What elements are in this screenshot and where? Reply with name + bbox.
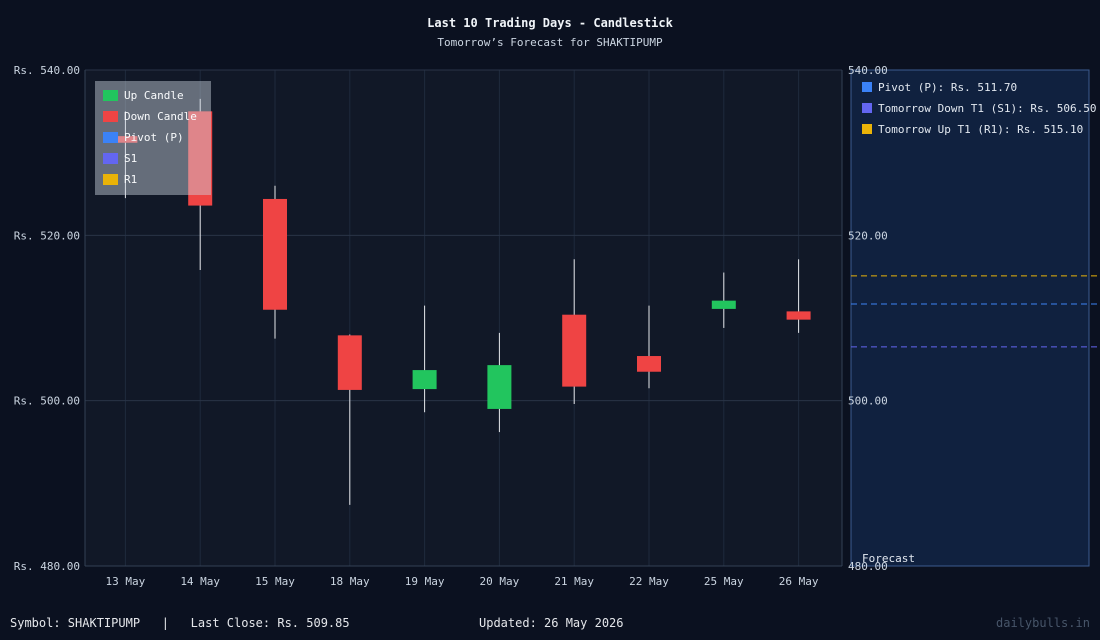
x-tick-label: 26 May <box>779 575 819 588</box>
y-tick-label: Rs. 500.00 <box>14 395 80 408</box>
right-y-tick-label: 540.00 <box>848 64 888 77</box>
x-tick-label: 20 May <box>480 575 520 588</box>
x-tick-label: 15 May <box>255 575 295 588</box>
forecast-legend-label: Tomorrow Down T1 (S1): Rs. 506.50 <box>878 102 1097 115</box>
right-y-tick-label: 500.00 <box>848 395 888 408</box>
legend-label: R1 <box>124 173 137 186</box>
x-tick-label: 18 May <box>330 575 370 588</box>
chart-title: Last 10 Trading Days - Candlestick <box>427 16 673 30</box>
y-tick-label: Rs. 540.00 <box>14 64 80 77</box>
footer-info: Symbol: SHAKTIPUMP | Last Close: Rs. 509… <box>10 616 350 630</box>
candle-body-up <box>412 370 437 390</box>
candle-body-down <box>637 356 661 372</box>
legend-swatch <box>103 174 118 185</box>
y-tick-label: Rs. 520.00 <box>14 229 80 242</box>
right-y-tick-label: 520.00 <box>848 229 888 242</box>
forecast-legend-swatch <box>862 82 872 92</box>
legend-swatch <box>103 132 118 143</box>
candle-body-down <box>562 314 587 387</box>
x-tick-label: 13 May <box>106 575 146 588</box>
legend-swatch <box>103 90 118 101</box>
footer-brand: dailybulls.in <box>996 616 1090 630</box>
legend-label: S1 <box>124 152 137 165</box>
legend-swatch <box>103 111 118 122</box>
candle-body-down <box>337 335 362 390</box>
footer-last-close: Last Close: Rs. 509.85 <box>190 616 350 630</box>
forecast-label: Forecast <box>862 552 915 565</box>
legend-label: Pivot (P) <box>124 131 184 144</box>
candle-body-up <box>487 365 512 409</box>
chart-subtitle: Tomorrow’s Forecast for SHAKTIPUMP <box>437 36 663 49</box>
legend-label: Up Candle <box>124 89 184 102</box>
forecast-legend-swatch <box>862 103 872 113</box>
forecast-legend-swatch <box>862 124 872 134</box>
footer-symbol: Symbol: SHAKTIPUMP <box>10 616 141 630</box>
right-y-tick-label: 480.00 <box>848 560 888 573</box>
forecast-legend-label: Pivot (P): Rs. 511.70 <box>878 81 1017 94</box>
legend-label: Down Candle <box>124 110 197 123</box>
candle-body-down <box>263 198 287 310</box>
candle-body-up <box>711 300 736 309</box>
forecast-legend-label: Tomorrow Up T1 (R1): Rs. 515.10 <box>878 123 1083 136</box>
x-tick-label: 21 May <box>554 575 594 588</box>
x-tick-label: 22 May <box>629 575 669 588</box>
x-tick-label: 14 May <box>180 575 220 588</box>
footer-updated: Updated: 26 May 2026 <box>479 616 624 630</box>
candle-body-down <box>188 111 213 206</box>
forecast-panel <box>850 69 1090 567</box>
x-tick-label: 19 May <box>405 575 445 588</box>
y-tick-label: Rs. 480.00 <box>14 560 80 573</box>
x-tick-label: 25 May <box>704 575 744 588</box>
candle-body-down <box>786 311 811 320</box>
candle-body-down <box>113 136 138 143</box>
legend-swatch <box>103 153 118 164</box>
footer-separator: | <box>161 616 169 630</box>
